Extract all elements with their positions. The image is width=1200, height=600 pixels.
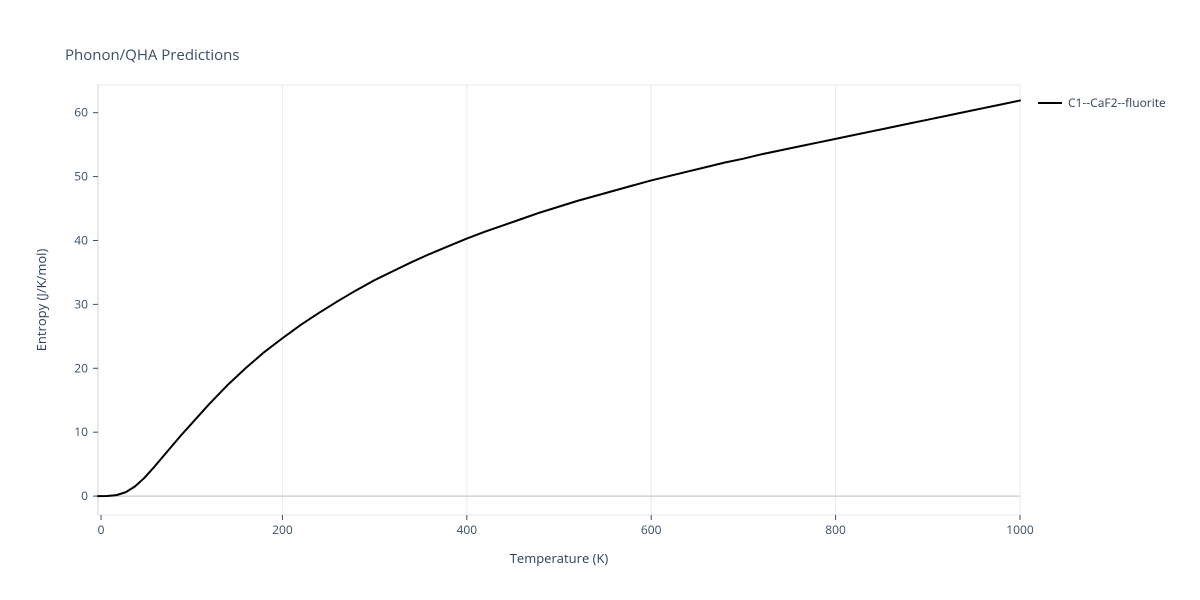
x-axis-label: Temperature (K) (510, 549, 609, 567)
y-axis-label: Entropy (J/K/mol) (32, 249, 50, 352)
y-tick-label: 0 (81, 487, 88, 504)
x-tick-label: 600 (641, 521, 662, 538)
line-chart: 0 200 400 600 800 1000 Temperature (K) 0 10 20 30 4… (0, 0, 1200, 600)
y-tick-label: 20 (74, 359, 88, 376)
chart-container: Phonon/QHA Predictions 02004006008001000… (0, 0, 1200, 600)
x-tick-label: 1000 (1006, 521, 1034, 538)
y-tick-label: 50 (74, 168, 88, 185)
y-tick-label: 10 (74, 423, 88, 440)
x-tick-label: 0 (98, 521, 105, 538)
y-tick-label: 60 (74, 104, 88, 121)
legend-label[interactable]: C1--CaF2--fluorite (1068, 94, 1166, 111)
y-tick-label: 40 (74, 231, 88, 248)
x-tick-label: 200 (272, 521, 293, 538)
x-tick-label: 800 (825, 521, 846, 538)
x-tick-label: 400 (457, 521, 478, 538)
y-tick-label: 30 (74, 295, 88, 312)
